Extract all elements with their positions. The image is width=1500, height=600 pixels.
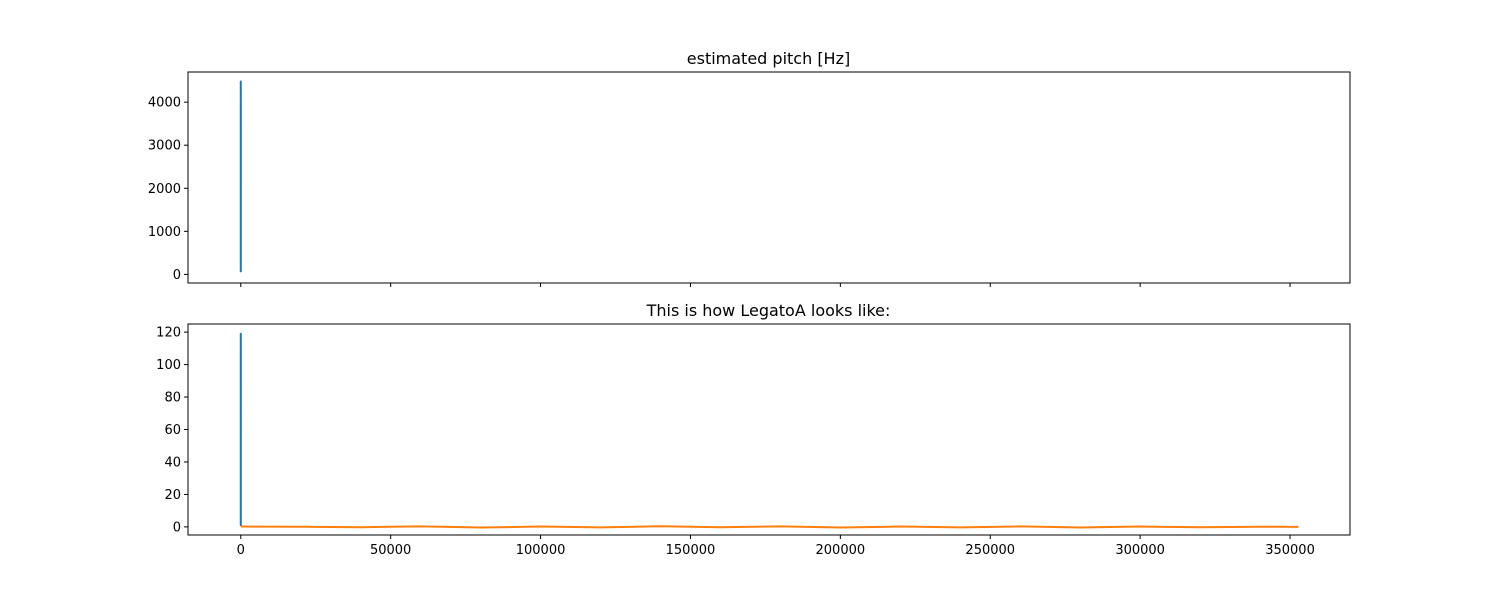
top-chart: estimated pitch [Hz] 0 1000 2000 3000 4000 [148, 49, 1351, 287]
top-chart-title: estimated pitch [Hz] [687, 49, 850, 68]
bottom-chart-title: This is how LegatoA looks like: [646, 301, 891, 320]
x-tick-label: 150000 [666, 543, 716, 558]
y-tick-label: 3000 [148, 139, 181, 154]
x-tick-label: 0 [237, 543, 245, 558]
bottom-plot-area: 0 20 40 60 80 100 120 0 50000 100000 150000 200000 2… [156, 323, 1351, 558]
y-tick-label: 40 [164, 455, 181, 470]
y-tick-label: 100 [156, 358, 181, 373]
top-plot-area: 0 1000 2000 3000 4000 [148, 71, 1351, 287]
y-tick-label: 60 [164, 423, 181, 438]
axes-frame [187, 71, 1351, 284]
x-tick-label: 300000 [1115, 543, 1165, 558]
y-tick-label: 4000 [148, 96, 181, 111]
y-tick-label: 80 [164, 391, 181, 406]
y-tick-label: 20 [164, 488, 181, 503]
y-tick-label: 0 [173, 520, 181, 535]
series-group [239, 332, 1299, 529]
bottom-chart: This is how LegatoA looks like: 0 20 40 60 8… [156, 301, 1351, 558]
y-tick-label: 120 [156, 326, 181, 341]
x-tick-label: 100000 [516, 543, 566, 558]
x-tick-label: 250000 [965, 543, 1015, 558]
x-tick-label: 200000 [816, 543, 866, 558]
y-tick-label: 2000 [148, 182, 181, 197]
y-tick-label: 1000 [148, 225, 181, 240]
series-line-1 [240, 525, 1299, 529]
x-tick-label: 50000 [370, 543, 411, 558]
y-tick-label: 0 [173, 268, 181, 283]
x-tick-label: 350000 [1265, 543, 1315, 558]
